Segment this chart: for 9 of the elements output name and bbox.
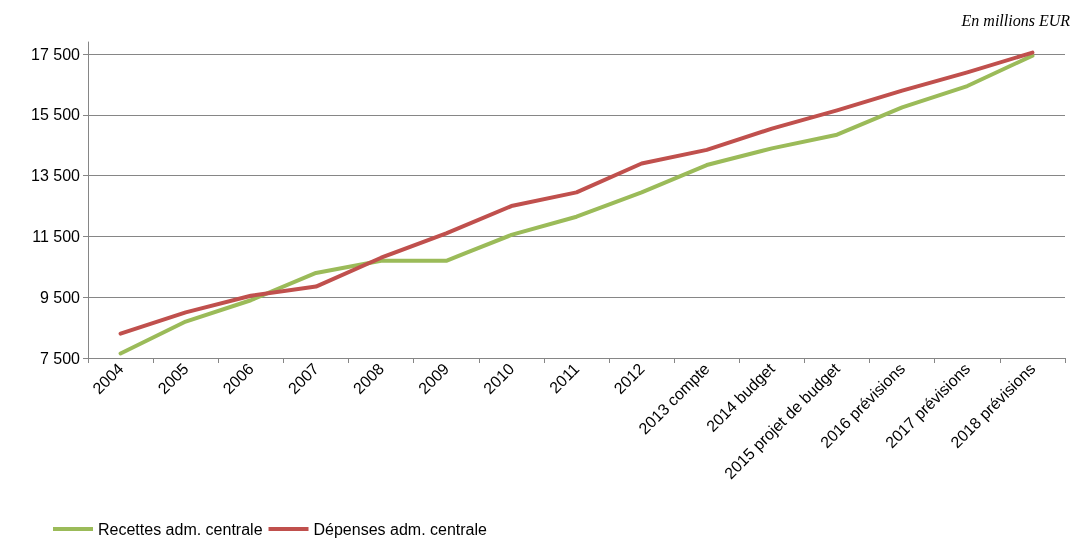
text: En millions EUR [960,11,1071,29]
y-tick-label: 13 500 [31,167,81,185]
legend-label: Recettes adm. centrale [98,520,263,538]
y-tick-label: 9 500 [39,288,81,306]
y-tick-label: 17 500 [31,45,81,63]
y-tick-label: 15 500 [31,106,81,124]
y-tick-label: 11 500 [32,227,81,245]
y-tick-label: 7 500 [39,349,81,367]
legend-label: Dépenses adm. centrale [313,520,488,538]
